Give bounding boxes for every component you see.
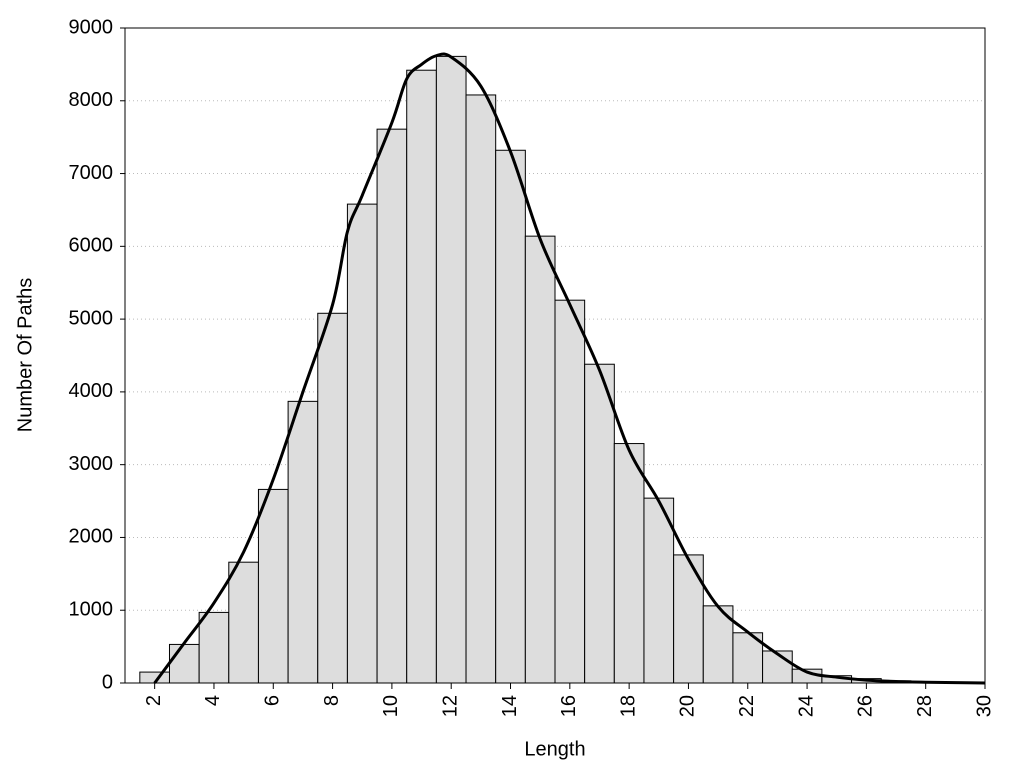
bar xyxy=(168,643,200,684)
bar xyxy=(376,128,408,684)
bar xyxy=(317,312,348,684)
y-tick-label: 5000 xyxy=(69,307,114,329)
density-curve xyxy=(153,52,986,685)
bar xyxy=(287,400,319,684)
bar xyxy=(228,561,259,684)
y-tick-label: 7000 xyxy=(69,162,114,184)
bar xyxy=(406,69,437,684)
x-tick-label: 2 xyxy=(143,695,165,706)
plot-frame xyxy=(124,27,986,684)
x-tick-label: 12 xyxy=(439,695,461,717)
x-tick-label: 6 xyxy=(262,695,284,706)
x-tick-label: 22 xyxy=(736,695,758,717)
y-tick-label: 4000 xyxy=(69,380,114,402)
bar xyxy=(613,443,645,684)
y-tick-label: 9000 xyxy=(69,16,114,38)
x-tick-label: 14 xyxy=(499,695,521,717)
bar xyxy=(584,363,615,684)
x-tick-label: 16 xyxy=(558,695,580,717)
bar xyxy=(554,299,586,684)
bar xyxy=(762,650,793,684)
y-tick-label: 8000 xyxy=(69,89,114,111)
bar xyxy=(435,55,467,684)
y-tick-label: 3000 xyxy=(69,453,114,475)
bar xyxy=(495,149,526,684)
bar xyxy=(198,611,230,684)
bar xyxy=(346,203,378,684)
y-tick-label: 1000 xyxy=(69,599,114,621)
x-tick-label: 26 xyxy=(855,695,877,717)
x-tick-label: 18 xyxy=(617,695,639,717)
x-tick-label: 4 xyxy=(202,695,224,706)
bar xyxy=(524,235,556,684)
x-tick-label: 24 xyxy=(795,695,817,717)
y-tick-label: 6000 xyxy=(69,235,114,257)
x-tick-label: 10 xyxy=(380,695,402,717)
x-tick-label: 30 xyxy=(973,695,995,717)
bar xyxy=(702,605,734,684)
bar xyxy=(643,497,675,684)
bar xyxy=(257,488,289,684)
x-axis-label: Length xyxy=(524,738,585,760)
y-tick-label: 2000 xyxy=(69,526,114,548)
x-tick-label: 20 xyxy=(677,695,699,717)
bar xyxy=(465,94,497,684)
bar xyxy=(673,554,704,684)
x-tick-label: 28 xyxy=(914,695,936,717)
y-tick-label: 0 xyxy=(102,671,113,693)
x-tick-label: 8 xyxy=(321,695,343,706)
y-axis-label: Number Of Paths xyxy=(14,278,36,433)
